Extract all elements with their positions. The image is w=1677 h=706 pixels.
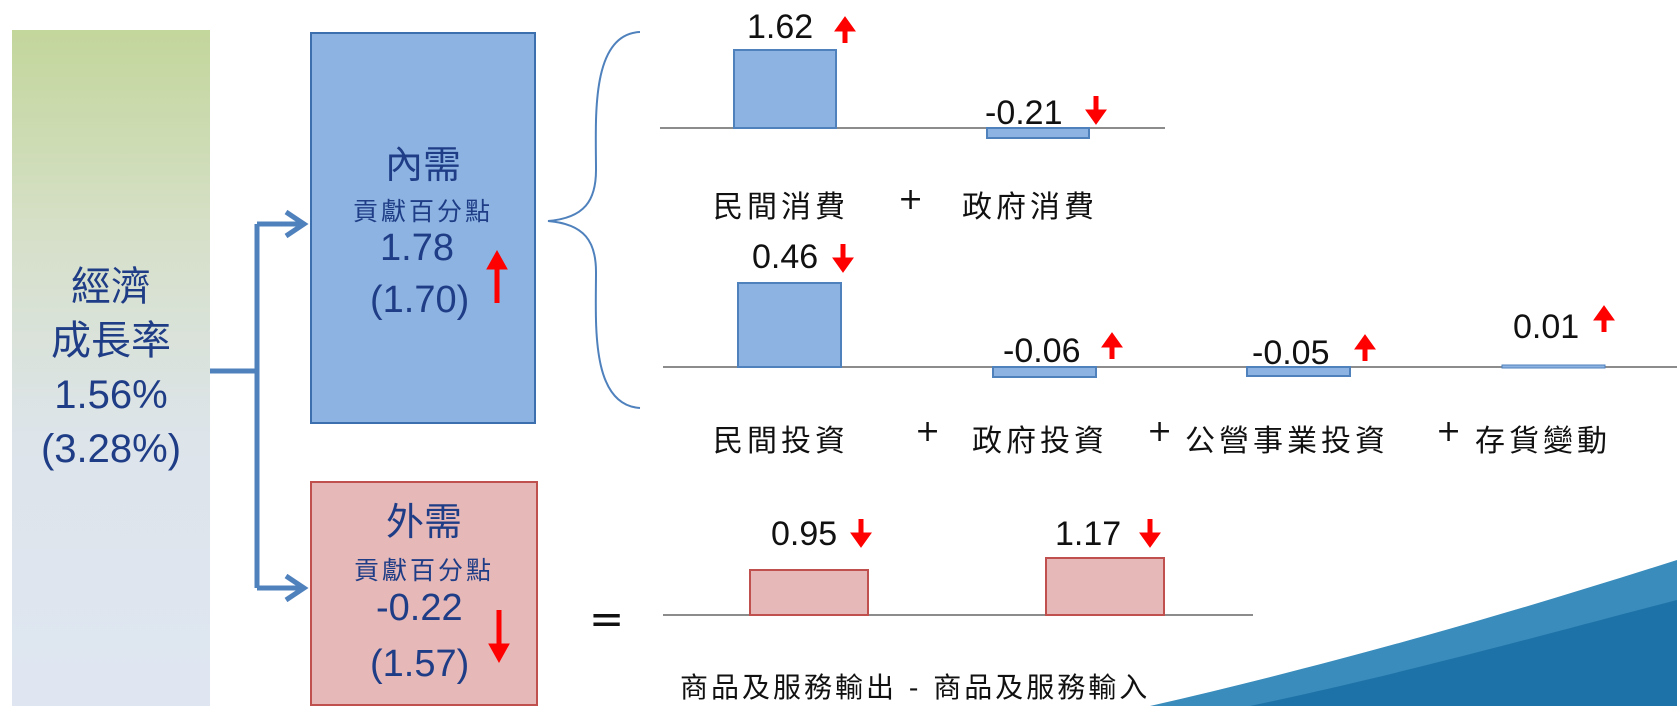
trend-down-icon [850,519,872,548]
domestic-subtitle: 貢獻百分點 [352,197,493,226]
domestic-value: 1.78 [380,227,454,269]
foreign-prev-value: (1.57) [370,643,470,685]
private-investment-value: 0.46 [752,238,819,276]
label-government-investment: 政府投資 [972,424,1108,459]
foreign-demand-box: 外需 貢獻百分點 -0.22 (1.57) [310,481,538,706]
plus-sign: + [915,414,941,449]
government-consumption-value: -0.21 [985,94,1063,132]
domestic-title: 內需 [384,143,461,187]
bar-public-enterprise-investment [1246,366,1351,377]
government-investment-value: -0.06 [1003,332,1081,370]
growth-title-line1: 經濟 [71,264,151,310]
bar-inventory-change [1501,364,1606,369]
arrow-to-domestic-icon [284,209,309,239]
foreign-title: 外需 [385,500,462,544]
domestic-demand-box: 內需 貢獻百分點 1.78 (1.70) [310,32,536,424]
trend-down-icon [488,610,510,664]
bar-government-consumption [986,127,1090,139]
trend-up-icon [1101,332,1123,359]
growth-title-line2: 成長率 [51,318,171,364]
plus-sign: + [898,182,924,217]
plus-sign: + [1147,414,1173,449]
label-trade-balance: 商品及服務輸出 - 商品及服務輸入 [680,671,1151,704]
foreign-value: -0.22 [376,587,463,629]
curly-brace [547,31,641,409]
trend-up-icon [834,16,856,43]
arrow-to-foreign-icon [284,573,309,603]
trend-up-icon [1593,305,1615,332]
trend-up-icon [1354,334,1376,361]
label-private-consumption: 民間消費 [713,190,849,225]
growth-value: 1.56% [54,373,168,417]
trend-up-icon [486,249,508,303]
bar-private-investment [737,282,842,368]
plus-sign: + [1436,414,1462,449]
growth-prev-value: (3.28%) [40,427,182,471]
label-private-investment: 民間投資 [713,424,849,459]
label-inventory-change: 存貨變動 [1475,424,1611,459]
imports-value: 1.17 [1055,515,1122,553]
domestic-prev-value: (1.70) [370,279,470,321]
label-government-consumption: 政府消費 [962,190,1098,225]
label-public-enterprise-investment: 公營事業投資 [1185,424,1389,459]
bar-private-consumption [733,49,837,129]
private-consumption-value: 1.62 [747,8,814,46]
inventory-change-value: 0.01 [1513,308,1580,346]
bar-imports [1045,557,1165,616]
equals-sign: = [589,594,625,643]
trend-down-icon [832,244,854,273]
bar-government-investment [992,366,1097,378]
connector-arrows [210,209,309,603]
gdp-growth-box: 經濟 成長率 1.56% (3.28%) [12,30,210,706]
foreign-subtitle: 貢獻百分點 [353,556,494,585]
exports-value: 0.95 [771,515,838,553]
bar-exports [749,569,869,616]
public-enterprise-investment-value: -0.05 [1252,334,1330,372]
trend-down-icon [1139,519,1161,548]
trend-down-icon [1085,96,1107,125]
